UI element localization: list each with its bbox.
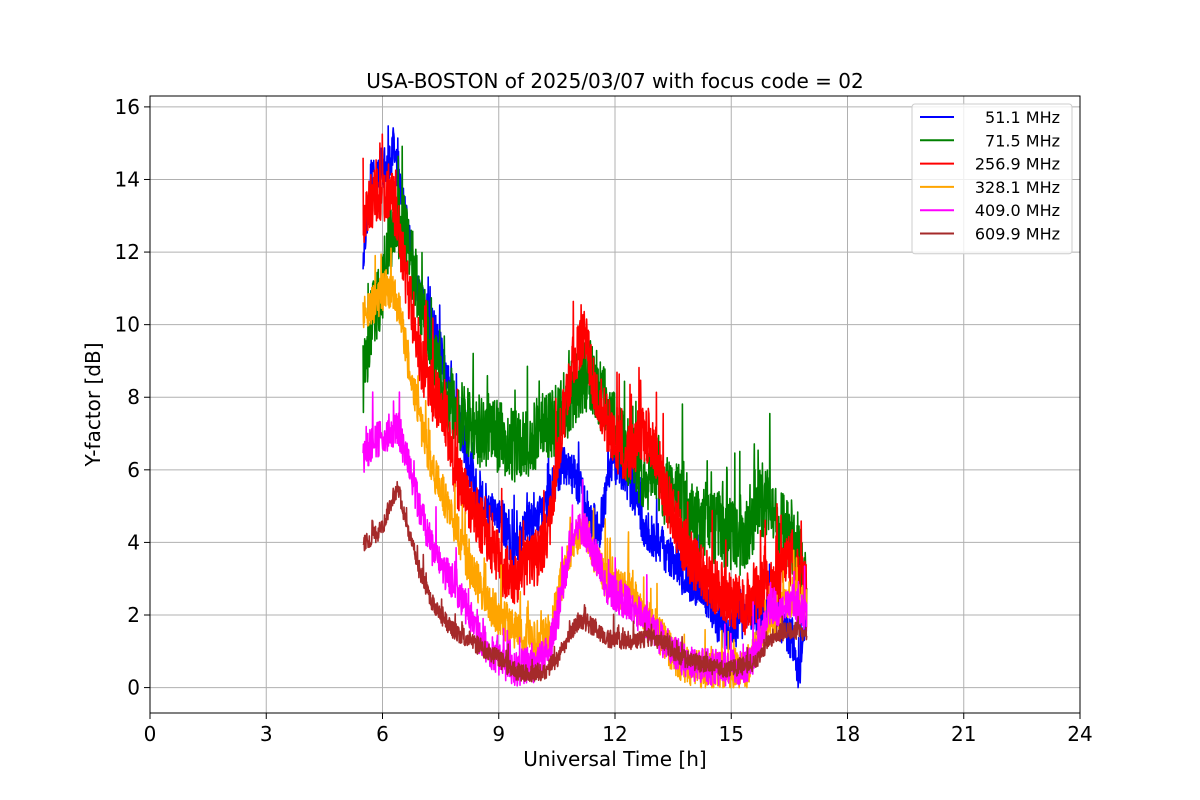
y-axis-label: Y-factor [dB] — [81, 342, 105, 467]
legend-label: 256.9 MHz — [975, 155, 1060, 174]
legend-label: 609.9 MHz — [975, 225, 1060, 244]
y-tick-label: 8 — [127, 385, 140, 409]
series-line — [362, 133, 808, 636]
chart-title: USA-BOSTON of 2025/03/07 with focus code… — [366, 69, 863, 93]
y-tick-label: 2 — [127, 603, 140, 627]
y-tick-label: 12 — [115, 240, 140, 264]
legend-label: 328.1 MHz — [975, 178, 1060, 197]
x-tick-label: 6 — [376, 722, 389, 746]
y-tick-label: 0 — [127, 676, 140, 700]
y-tick-label: 4 — [127, 530, 140, 554]
series-line — [362, 391, 808, 687]
y-tick-label: 6 — [127, 458, 140, 482]
x-axis-label: Universal Time [h] — [523, 747, 706, 771]
legend: 51.1 MHz 71.5 MHz 256.9 MHz 328.1 MHz 409.0 … — [911, 103, 1073, 255]
x-tick-label: 12 — [602, 722, 627, 746]
x-tick-label: 18 — [835, 722, 860, 746]
x-tick-label: 3 — [260, 722, 273, 746]
series-layer — [362, 125, 808, 689]
legend-box — [911, 103, 1073, 255]
y-tick-label: 16 — [115, 95, 140, 119]
x-tick-label: 9 — [492, 722, 505, 746]
legend-label: 71.5 MHz — [985, 131, 1060, 150]
legend-label: 409.0 MHz — [975, 201, 1060, 220]
x-tick-label: 0 — [144, 722, 157, 746]
y-tick-label: 10 — [115, 313, 140, 337]
x-tick-label: 24 — [1067, 722, 1092, 746]
y-tick-label: 14 — [115, 167, 140, 191]
series-line — [362, 480, 808, 683]
x-tick-label: 15 — [719, 722, 744, 746]
x-tick-label: 21 — [951, 722, 976, 746]
series-line — [362, 145, 808, 626]
legend-label: 51.1 MHz — [985, 108, 1060, 127]
